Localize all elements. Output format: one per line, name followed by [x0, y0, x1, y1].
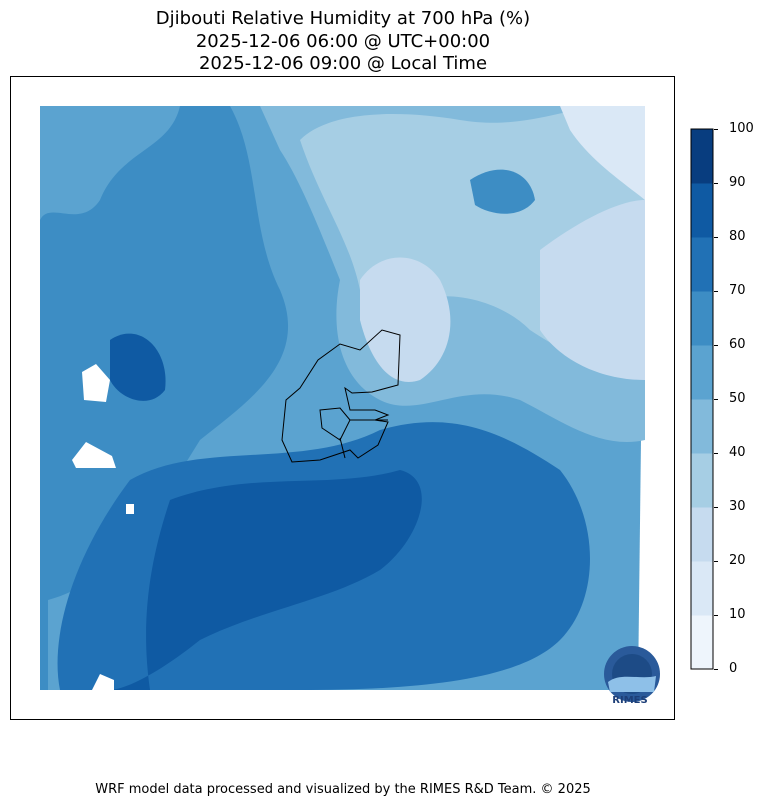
colorbar-tick-label: 10 [729, 607, 746, 622]
colorbar-tick [714, 399, 718, 400]
colorbar-tick [714, 345, 718, 346]
colorbar-segment [691, 237, 713, 292]
colorbar-tick-label: 20 [729, 553, 746, 568]
colorbar-segment [691, 615, 713, 670]
contour-50-60-nw [40, 106, 180, 220]
utc-time: 2025-12-06 06:00 @ UTC+00:00 [195, 31, 491, 52]
colorbar-tick [714, 237, 718, 238]
colorbar-tick-label: 50 [729, 391, 746, 406]
missing-data-patches [72, 364, 134, 690]
colorbar-tick-label: 60 [729, 337, 746, 352]
colorbar-tick [714, 183, 718, 184]
colorbar-tick-label: 80 [729, 229, 746, 244]
colorbar-tick-label: 30 [729, 499, 746, 514]
djibouti-border [281, 329, 401, 463]
colorbar-segment [691, 183, 713, 238]
colorbar-tick [714, 561, 718, 562]
region-borders [319, 407, 388, 459]
contour-20-30 [360, 257, 451, 382]
colorbar-tick [714, 453, 718, 454]
colorbar-tick-label: 90 [729, 175, 746, 190]
colorbar-tick [714, 291, 718, 292]
contour-80-90-west [110, 333, 166, 401]
colorbar-tick [714, 615, 718, 616]
colorbar-segment [691, 507, 713, 562]
colorbar-segment [691, 453, 713, 508]
contour-60-70-north [470, 169, 535, 214]
chart-title: Djibouti Relative Humidity at 700 hPa (%… [155, 8, 531, 29]
colorbar-tick [714, 669, 718, 670]
colorbar-segment [691, 345, 713, 400]
colorbar-segment [691, 561, 713, 616]
colorbar-tick-label: 70 [729, 283, 746, 298]
map-frame [10, 76, 675, 720]
logo-text: RIMES [612, 695, 647, 706]
colorbar-segment [691, 399, 713, 454]
colorbar-segment [691, 291, 713, 346]
colorbar-tick-label: 0 [729, 661, 738, 676]
colorbar-tick-label: 40 [729, 445, 746, 460]
local-time: 2025-12-06 09:00 @ Local Time [198, 53, 488, 74]
colorbar-tick [714, 507, 718, 508]
colorbar-tick-label: 100 [729, 121, 754, 136]
footer-credit: WRF model data processed and visualized … [95, 782, 591, 797]
colorbar-tick [714, 129, 718, 130]
colorbar [690, 128, 714, 670]
colorbar-segment [691, 129, 713, 184]
rimes-logo: RIMES [604, 646, 660, 706]
contour-10-20 [560, 106, 645, 200]
contour-20-30-east [540, 200, 645, 380]
contour-80-90 [110, 470, 422, 690]
